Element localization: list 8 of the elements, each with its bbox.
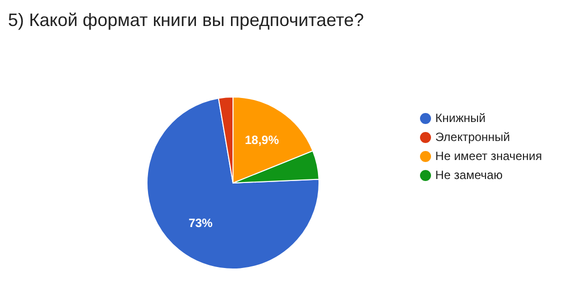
legend-label: Книжный <box>435 111 486 125</box>
data-label: 73% <box>188 216 213 230</box>
legend-label: Электронный <box>435 130 510 144</box>
data-label: 18,9% <box>244 133 280 148</box>
legend-label: Не имеет значения <box>435 149 542 163</box>
pie-slice <box>146 98 320 270</box>
chart-title: 5) Какой формат книги вы предпочитаете? <box>8 10 364 31</box>
legend-label: Не замечаю <box>435 168 503 182</box>
